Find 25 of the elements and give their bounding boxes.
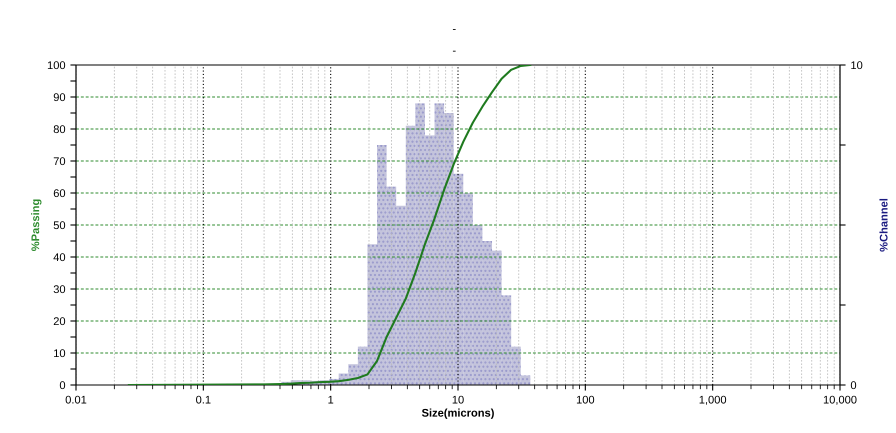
y-tick-label: 50 — [54, 221, 66, 230]
x-tick-label: 0.1 — [196, 396, 211, 404]
x-tick-label: 1,000 — [700, 396, 726, 405]
x-tick-label: 1 — [328, 396, 334, 404]
y-tick-label: 70 — [54, 157, 66, 166]
x-tick-label: 100 — [576, 396, 594, 404]
x-axis-title: Size(microns) — [422, 408, 494, 419]
y-tick-label: 60 — [54, 189, 66, 198]
y-tick-label: 10 — [54, 349, 66, 358]
chart-title: - — [452, 29, 456, 30]
y-axis-title: %Passing — [31, 199, 42, 251]
y2-tick-label: 10 — [851, 61, 862, 70]
x-tick-label: 0.01 — [66, 396, 86, 404]
y-tick-label: 40 — [53, 253, 66, 262]
y2-axis-title: %Channel — [879, 198, 888, 252]
y-tick-label: 20 — [54, 317, 66, 326]
x-tick-label: 10,000 — [824, 396, 857, 405]
y-tick-label: 100 — [48, 61, 66, 70]
chart-subtitle: - — [452, 50, 456, 52]
y-tick-label: 30 — [54, 285, 66, 294]
y-tick-label: 0 — [60, 381, 66, 390]
x-tick-label: 10 — [452, 396, 464, 404]
y2-tick-label: 0 — [850, 381, 856, 390]
y-tick-label: 90 — [54, 93, 66, 102]
y-tick-label: 80 — [54, 125, 66, 134]
